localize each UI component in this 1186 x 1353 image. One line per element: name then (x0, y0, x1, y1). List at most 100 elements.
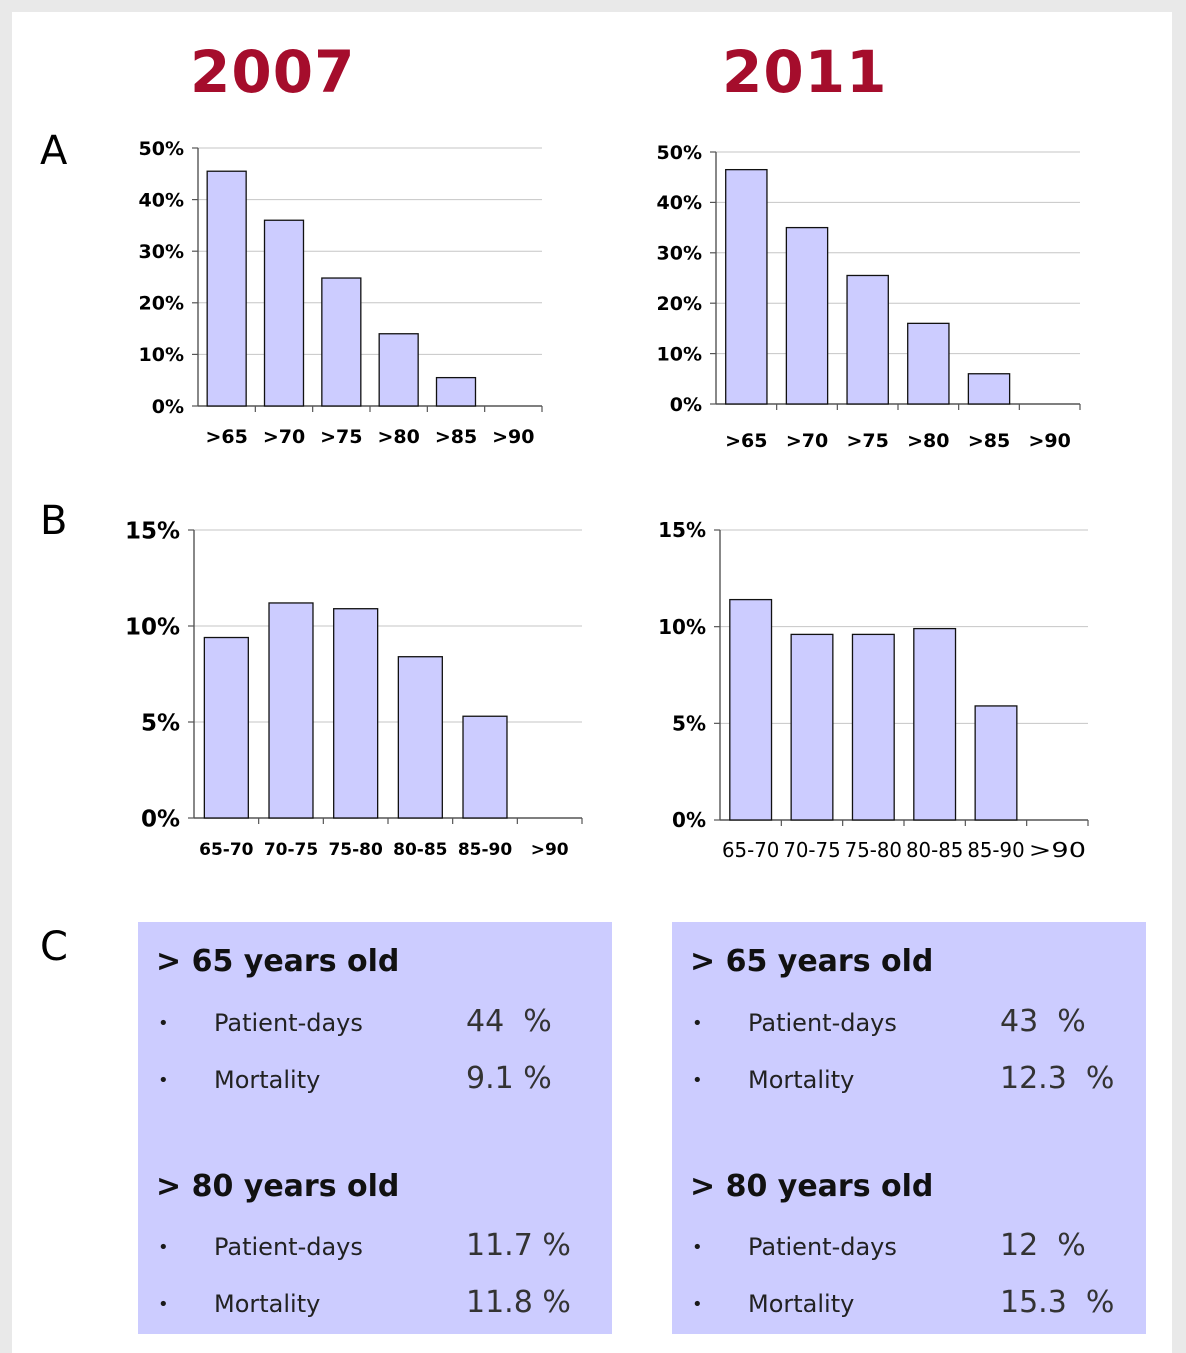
x-tick-label: 85-90 (458, 840, 513, 860)
x-tick-label: 75-80 (328, 840, 383, 860)
bullet-icon: • (692, 1294, 703, 1315)
group-title-over-80: > 80 years old (156, 1169, 400, 1204)
y-tick-label: 0% (670, 394, 702, 416)
x-tick-label: >90 (1028, 430, 1070, 452)
stat-row-patient-days: • Patient-days 43 % (672, 1004, 1146, 1044)
metric-value: 12 % (1000, 1228, 1086, 1263)
x-tick-label: >90 (492, 426, 534, 448)
group-title-over-65: > 65 years old (690, 944, 934, 979)
y-tick-label: 5% (141, 710, 180, 736)
bar (725, 168, 768, 405)
metric-value: 11.8 % (466, 1285, 571, 1320)
panel-label-a: A (40, 128, 68, 174)
bullet-icon: • (692, 1013, 703, 1034)
x-tick-label: 70-75 (264, 840, 318, 860)
y-tick-label: 10% (139, 344, 184, 366)
chart-b-2007: 0% 5% 10% 15% 65-70 70-75 75-80 80-85 85-90 >90 (125, 518, 583, 860)
bar (851, 633, 895, 821)
stats-box-2007: > 65 years old • Patient-days 44 % • Mor… (138, 922, 612, 1334)
y-tick-label: 20% (657, 293, 702, 315)
y-tick-label: 5% (672, 712, 706, 736)
metric-label: Patient-days (748, 1233, 897, 1261)
y-tick-label: 40% (657, 192, 702, 214)
metric-label: Mortality (748, 1066, 855, 1094)
bullet-icon: • (158, 1070, 169, 1091)
metric-label: Mortality (214, 1290, 321, 1318)
figure-canvas: 2007 2011 A B C 0% 10% 20% 30% 40% 50% >65 >70 >… (12, 12, 1172, 1353)
bullet-icon: • (158, 1237, 169, 1258)
metric-label: Mortality (748, 1290, 855, 1318)
y-tick-label: 40% (139, 189, 184, 211)
bar (435, 376, 477, 407)
y-tick-label: 10% (658, 615, 706, 639)
metric-value: 44 % (466, 1004, 552, 1039)
bar (263, 219, 305, 407)
bar (729, 598, 773, 821)
chart-a-2011: 0% 10% 20% 30% 40% 50% >65 >70 >75 >80 >85 >90 (657, 142, 1081, 452)
metric-value: 11.7 % (466, 1228, 571, 1263)
bar (321, 277, 362, 407)
x-tick-label: >65 (725, 430, 767, 452)
bar (790, 633, 834, 821)
metric-value: 15.3 % (1000, 1285, 1115, 1320)
x-tick-label: >80 (907, 430, 949, 452)
metric-value: 9.1 % (466, 1061, 552, 1096)
x-tick-label: >75 (846, 430, 888, 452)
metric-label: Patient-days (214, 1009, 363, 1037)
bar (268, 602, 314, 819)
bar (378, 333, 419, 407)
x-tick-label: >90 (531, 840, 569, 860)
x-tick-label: >65 (205, 426, 247, 448)
group-title-over-80: > 80 years old (690, 1169, 934, 1204)
stat-row-mortality: • Mortality 15.3 % (672, 1285, 1146, 1325)
bar (785, 226, 829, 405)
x-tick-label: >80 (377, 426, 419, 448)
metric-label: Patient-days (214, 1233, 363, 1261)
x-tick-label: 65-70 (722, 838, 779, 862)
bar (846, 274, 889, 405)
y-tick-label: 20% (139, 293, 184, 315)
y-tick-label: 50% (657, 142, 702, 164)
metric-value: 12.3 % (1000, 1061, 1115, 1096)
bar (203, 636, 249, 819)
x-tick-label: >85 (435, 426, 477, 448)
metric-label: Mortality (214, 1066, 321, 1094)
y-tick-label: 10% (657, 343, 702, 365)
bar (913, 627, 957, 821)
stat-row-patient-days: • Patient-days 44 % (138, 1004, 612, 1044)
chart-a-2007: 0% 10% 20% 30% 40% 50% >65 >70 >75 >80 >85 >90 (139, 138, 543, 448)
stat-row-patient-days: • Patient-days 12 % (672, 1228, 1146, 1268)
stat-row-mortality: • Mortality 12.3 % (672, 1061, 1146, 1101)
y-tick-label: 30% (657, 243, 702, 265)
y-tick-label: 50% (139, 138, 184, 160)
bar (397, 656, 443, 819)
bar (462, 715, 508, 819)
bar (333, 608, 379, 819)
x-tick-label: 80-85 (393, 840, 447, 860)
chart-b-2011: 0% 5% 10% 15% 65-70 70-75 75-80 80-85 85-90 >90 (658, 518, 1089, 862)
x-tick-label: 75-80 (845, 838, 902, 862)
metric-value: 43 % (1000, 1004, 1086, 1039)
bar (967, 373, 1011, 405)
stats-box-2011: > 65 years old • Patient-days 43 % • Mor… (672, 922, 1146, 1334)
x-tick-label: >90 (1029, 838, 1086, 862)
y-tick-label: 30% (139, 241, 184, 263)
y-tick-label: 0% (152, 396, 184, 418)
panel-label-b: B (40, 498, 68, 544)
stat-row-mortality: • Mortality 11.8 % (138, 1285, 612, 1325)
x-tick-label: >70 (263, 426, 305, 448)
y-tick-label: 15% (125, 518, 180, 544)
bar (974, 705, 1018, 821)
x-tick-label: 65-70 (199, 840, 254, 860)
year-2007-heading: 2007 (190, 38, 356, 106)
x-tick-label: >70 (786, 430, 828, 452)
bullet-icon: • (692, 1237, 703, 1258)
stat-row-mortality: • Mortality 9.1 % (138, 1061, 612, 1101)
y-tick-label: 0% (672, 808, 706, 832)
y-tick-label: 15% (658, 518, 706, 542)
bullet-icon: • (692, 1070, 703, 1091)
group-title-over-65: > 65 years old (156, 944, 400, 979)
y-tick-label: 0% (141, 806, 180, 832)
metric-label: Patient-days (748, 1009, 897, 1037)
bar (206, 170, 247, 407)
